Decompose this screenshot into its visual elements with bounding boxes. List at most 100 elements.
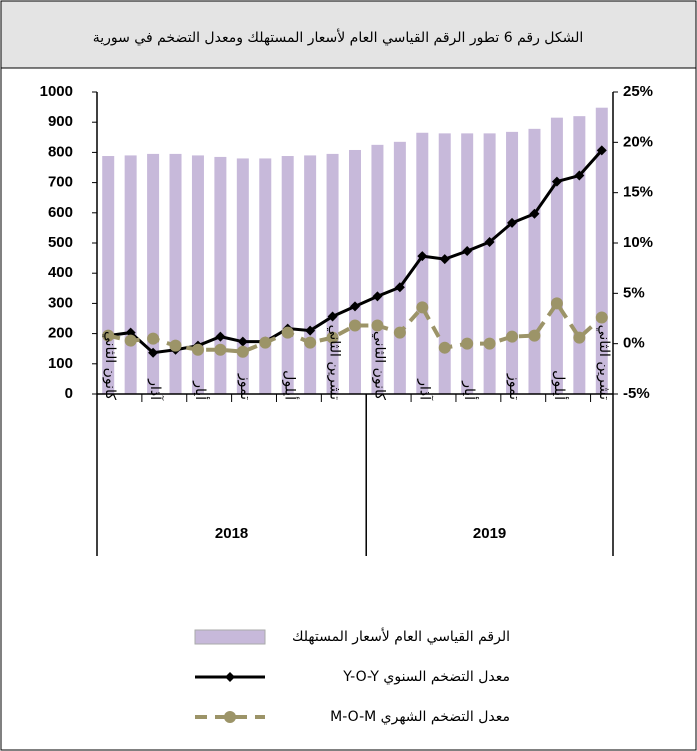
marker (214, 343, 227, 356)
marker (304, 336, 317, 349)
y-tick-label: 0 (65, 385, 73, 402)
x-tick-label: أيار (461, 380, 479, 400)
y2-tick-label: -5% (623, 385, 650, 402)
x-tick-label: آذار (147, 378, 164, 401)
y2-tick-label: 15% (623, 184, 653, 201)
x-tick-label: كانون الثاني (371, 331, 387, 400)
y-tick-label: 600 (48, 204, 73, 221)
bar (528, 128, 541, 394)
bar (483, 133, 496, 394)
marker (393, 326, 406, 339)
marker (281, 326, 294, 339)
legend-swatch (194, 629, 266, 645)
x-tick-label: تشرين الثاني (327, 325, 343, 400)
marker (596, 145, 607, 156)
marker (529, 208, 540, 219)
y-tick-label: 400 (48, 264, 73, 281)
bar (573, 116, 586, 394)
bar (281, 156, 294, 394)
y-tick-label: 800 (48, 143, 73, 160)
marker (462, 246, 473, 257)
bar (304, 155, 317, 394)
marker (259, 336, 272, 349)
marker (574, 170, 585, 181)
y2-tick-label: 10% (623, 234, 653, 251)
x-tick-label: أيلول (551, 370, 569, 400)
marker (394, 282, 405, 293)
marker (191, 343, 204, 356)
bar (191, 155, 204, 394)
marker (350, 301, 360, 312)
x-tick-label: كانون الثاني (102, 331, 118, 400)
bar (349, 149, 361, 394)
y2-tick-label: 0% (623, 335, 645, 352)
marker (148, 347, 159, 358)
marker (550, 297, 563, 310)
bar (236, 158, 249, 394)
y-tick-label: 100 (48, 355, 73, 372)
marker (125, 327, 136, 338)
x-tick-label: تموز (237, 373, 253, 400)
legend-marker (225, 672, 235, 682)
marker (439, 254, 450, 265)
bar (169, 153, 182, 394)
y-tick-label: 700 (48, 174, 73, 191)
bar (550, 117, 563, 395)
y2-tick-label: 5% (623, 284, 645, 301)
marker (169, 339, 182, 352)
legend-label: الرقم القياسي العام لأسعار المستهلك (292, 627, 510, 645)
marker (484, 236, 495, 247)
marker (595, 311, 608, 324)
y-tick-label: 300 (48, 294, 73, 311)
marker (573, 331, 586, 344)
year-label: 2018 (215, 525, 248, 542)
marker (215, 331, 226, 342)
marker (507, 217, 518, 228)
x-tick-label: تموز (506, 373, 522, 400)
marker (461, 337, 474, 350)
bar (506, 131, 519, 394)
legend-label: معدل التضخم السنوي Y-O-Y (342, 669, 510, 685)
title-box (0, 0, 697, 69)
marker (102, 329, 115, 342)
marker (416, 301, 429, 314)
marker (483, 337, 496, 350)
marker (124, 334, 137, 347)
y-tick-label: 500 (48, 234, 73, 251)
y-tick-label: 1000 (40, 83, 73, 100)
x-tick-label: أيلول (282, 370, 300, 400)
y-tick-label: 200 (48, 325, 73, 342)
marker (237, 336, 248, 347)
marker (327, 311, 338, 322)
bar (461, 133, 474, 394)
chart-title: الشكل رقم 6 تطور الرقم القياسي العام لأس… (93, 28, 584, 46)
marker (349, 319, 361, 332)
marker (305, 325, 316, 336)
series-line (107, 299, 604, 354)
marker (236, 345, 249, 358)
legend-label: معدل التضخم الشهري M-O-M (330, 709, 510, 725)
marker (326, 331, 339, 344)
marker (147, 332, 160, 345)
marker (371, 319, 384, 332)
bar (371, 144, 384, 394)
x-tick-label: آذار (416, 378, 433, 401)
bar (147, 153, 160, 394)
x-tick-label: تشرين الثاني (596, 325, 612, 400)
x-tick-label: أيار (192, 380, 210, 400)
y-tick-label: 900 (48, 113, 73, 130)
bar (416, 132, 429, 394)
marker (372, 291, 383, 302)
bar (259, 158, 272, 394)
bar (214, 156, 227, 394)
y2-tick-label: 20% (623, 133, 653, 150)
marker (417, 251, 428, 262)
marker (551, 176, 562, 187)
bar (124, 155, 137, 394)
y2-tick-label: 25% (623, 83, 653, 100)
legend-marker (224, 711, 236, 723)
year-label: 2019 (473, 525, 506, 542)
bar (393, 141, 406, 394)
marker (528, 329, 541, 342)
